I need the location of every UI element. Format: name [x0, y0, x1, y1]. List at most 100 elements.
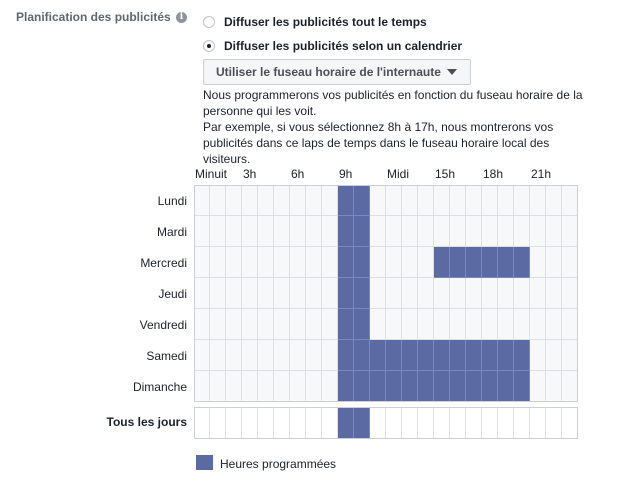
all-days-cell[interactable] [226, 407, 242, 439]
all-days-cell[interactable] [242, 407, 258, 439]
schedule-cell[interactable] [562, 247, 578, 278]
schedule-cell[interactable] [290, 371, 306, 402]
schedule-cell[interactable] [498, 340, 514, 371]
schedule-cell[interactable] [434, 340, 450, 371]
schedule-cell[interactable] [322, 185, 338, 216]
schedule-cell[interactable] [418, 247, 434, 278]
schedule-cell[interactable] [546, 371, 562, 402]
schedule-cell[interactable] [450, 247, 466, 278]
schedule-cell[interactable] [514, 309, 530, 340]
schedule-cell[interactable] [498, 247, 514, 278]
schedule-cell[interactable] [370, 371, 386, 402]
schedule-cell[interactable] [482, 247, 498, 278]
schedule-cell[interactable] [466, 371, 482, 402]
schedule-cell[interactable] [418, 185, 434, 216]
schedule-cell[interactable] [258, 340, 274, 371]
schedule-cell[interactable] [498, 371, 514, 402]
schedule-cell[interactable] [546, 247, 562, 278]
schedule-cell[interactable] [194, 278, 210, 309]
schedule-cell[interactable] [466, 247, 482, 278]
schedule-cell[interactable] [226, 185, 242, 216]
schedule-cell[interactable] [482, 309, 498, 340]
all-days-cell[interactable] [530, 407, 546, 439]
radio-always[interactable]: Diffuser les publicités tout le temps [203, 14, 427, 30]
schedule-cell[interactable] [322, 309, 338, 340]
schedule-cell[interactable] [434, 309, 450, 340]
schedule-cell[interactable] [370, 247, 386, 278]
schedule-cell[interactable] [258, 185, 274, 216]
schedule-cell[interactable] [290, 247, 306, 278]
schedule-cell[interactable] [450, 371, 466, 402]
schedule-cell[interactable] [322, 371, 338, 402]
schedule-cell[interactable] [322, 216, 338, 247]
schedule-cell[interactable] [194, 340, 210, 371]
schedule-cell[interactable] [290, 185, 306, 216]
schedule-cell[interactable] [514, 216, 530, 247]
schedule-cell[interactable] [274, 371, 290, 402]
schedule-grid[interactable] [194, 185, 578, 439]
schedule-cell[interactable] [562, 278, 578, 309]
schedule-cell[interactable] [386, 309, 402, 340]
schedule-cell[interactable] [338, 278, 354, 309]
schedule-cell[interactable] [226, 371, 242, 402]
schedule-cell[interactable] [210, 278, 226, 309]
schedule-cell[interactable] [242, 185, 258, 216]
schedule-cell[interactable] [226, 278, 242, 309]
schedule-cell[interactable] [466, 309, 482, 340]
schedule-cell[interactable] [210, 216, 226, 247]
radio-button-always[interactable] [203, 16, 215, 28]
schedule-cell[interactable] [274, 340, 290, 371]
schedule-cell[interactable] [482, 185, 498, 216]
schedule-cell[interactable] [498, 278, 514, 309]
all-days-cell[interactable] [338, 407, 354, 439]
schedule-cell[interactable] [322, 247, 338, 278]
schedule-cell[interactable] [338, 185, 354, 216]
schedule-cell[interactable] [530, 247, 546, 278]
schedule-cell[interactable] [530, 340, 546, 371]
schedule-cell[interactable] [338, 309, 354, 340]
all-days-cell[interactable] [482, 407, 498, 439]
schedule-cell[interactable] [402, 216, 418, 247]
schedule-cell[interactable] [482, 371, 498, 402]
schedule-cell[interactable] [194, 185, 210, 216]
schedule-cell[interactable] [306, 278, 322, 309]
schedule-cell[interactable] [562, 340, 578, 371]
schedule-cell[interactable] [514, 340, 530, 371]
schedule-cell[interactable] [418, 216, 434, 247]
schedule-cell[interactable] [530, 371, 546, 402]
all-days-cell[interactable] [418, 407, 434, 439]
schedule-cell[interactable] [434, 247, 450, 278]
schedule-cell[interactable] [242, 371, 258, 402]
schedule-cell[interactable] [338, 371, 354, 402]
schedule-cell[interactable] [290, 216, 306, 247]
schedule-cell[interactable] [338, 340, 354, 371]
schedule-cell[interactable] [290, 309, 306, 340]
schedule-cell[interactable] [210, 371, 226, 402]
schedule-cell[interactable] [306, 340, 322, 371]
schedule-cell[interactable] [466, 278, 482, 309]
schedule-cell[interactable] [210, 309, 226, 340]
all-days-cell[interactable] [306, 407, 322, 439]
schedule-cell[interactable] [418, 340, 434, 371]
schedule-cell[interactable] [306, 247, 322, 278]
schedule-cell[interactable] [482, 340, 498, 371]
schedule-cell[interactable] [402, 185, 418, 216]
info-icon[interactable]: i [176, 12, 187, 23]
schedule-cell[interactable] [530, 309, 546, 340]
schedule-cell[interactable] [306, 216, 322, 247]
schedule-cell[interactable] [258, 309, 274, 340]
schedule-cell[interactable] [434, 185, 450, 216]
schedule-cell[interactable] [370, 185, 386, 216]
all-days-cell[interactable] [258, 407, 274, 439]
schedule-cell[interactable] [306, 309, 322, 340]
schedule-cell[interactable] [210, 185, 226, 216]
schedule-cell[interactable] [466, 340, 482, 371]
schedule-cell[interactable] [530, 216, 546, 247]
schedule-cell[interactable] [434, 371, 450, 402]
all-days-cell[interactable] [562, 407, 578, 439]
schedule-cell[interactable] [562, 185, 578, 216]
all-days-cell[interactable] [322, 407, 338, 439]
schedule-cell[interactable] [498, 309, 514, 340]
schedule-cell[interactable] [274, 216, 290, 247]
schedule-cell[interactable] [226, 340, 242, 371]
